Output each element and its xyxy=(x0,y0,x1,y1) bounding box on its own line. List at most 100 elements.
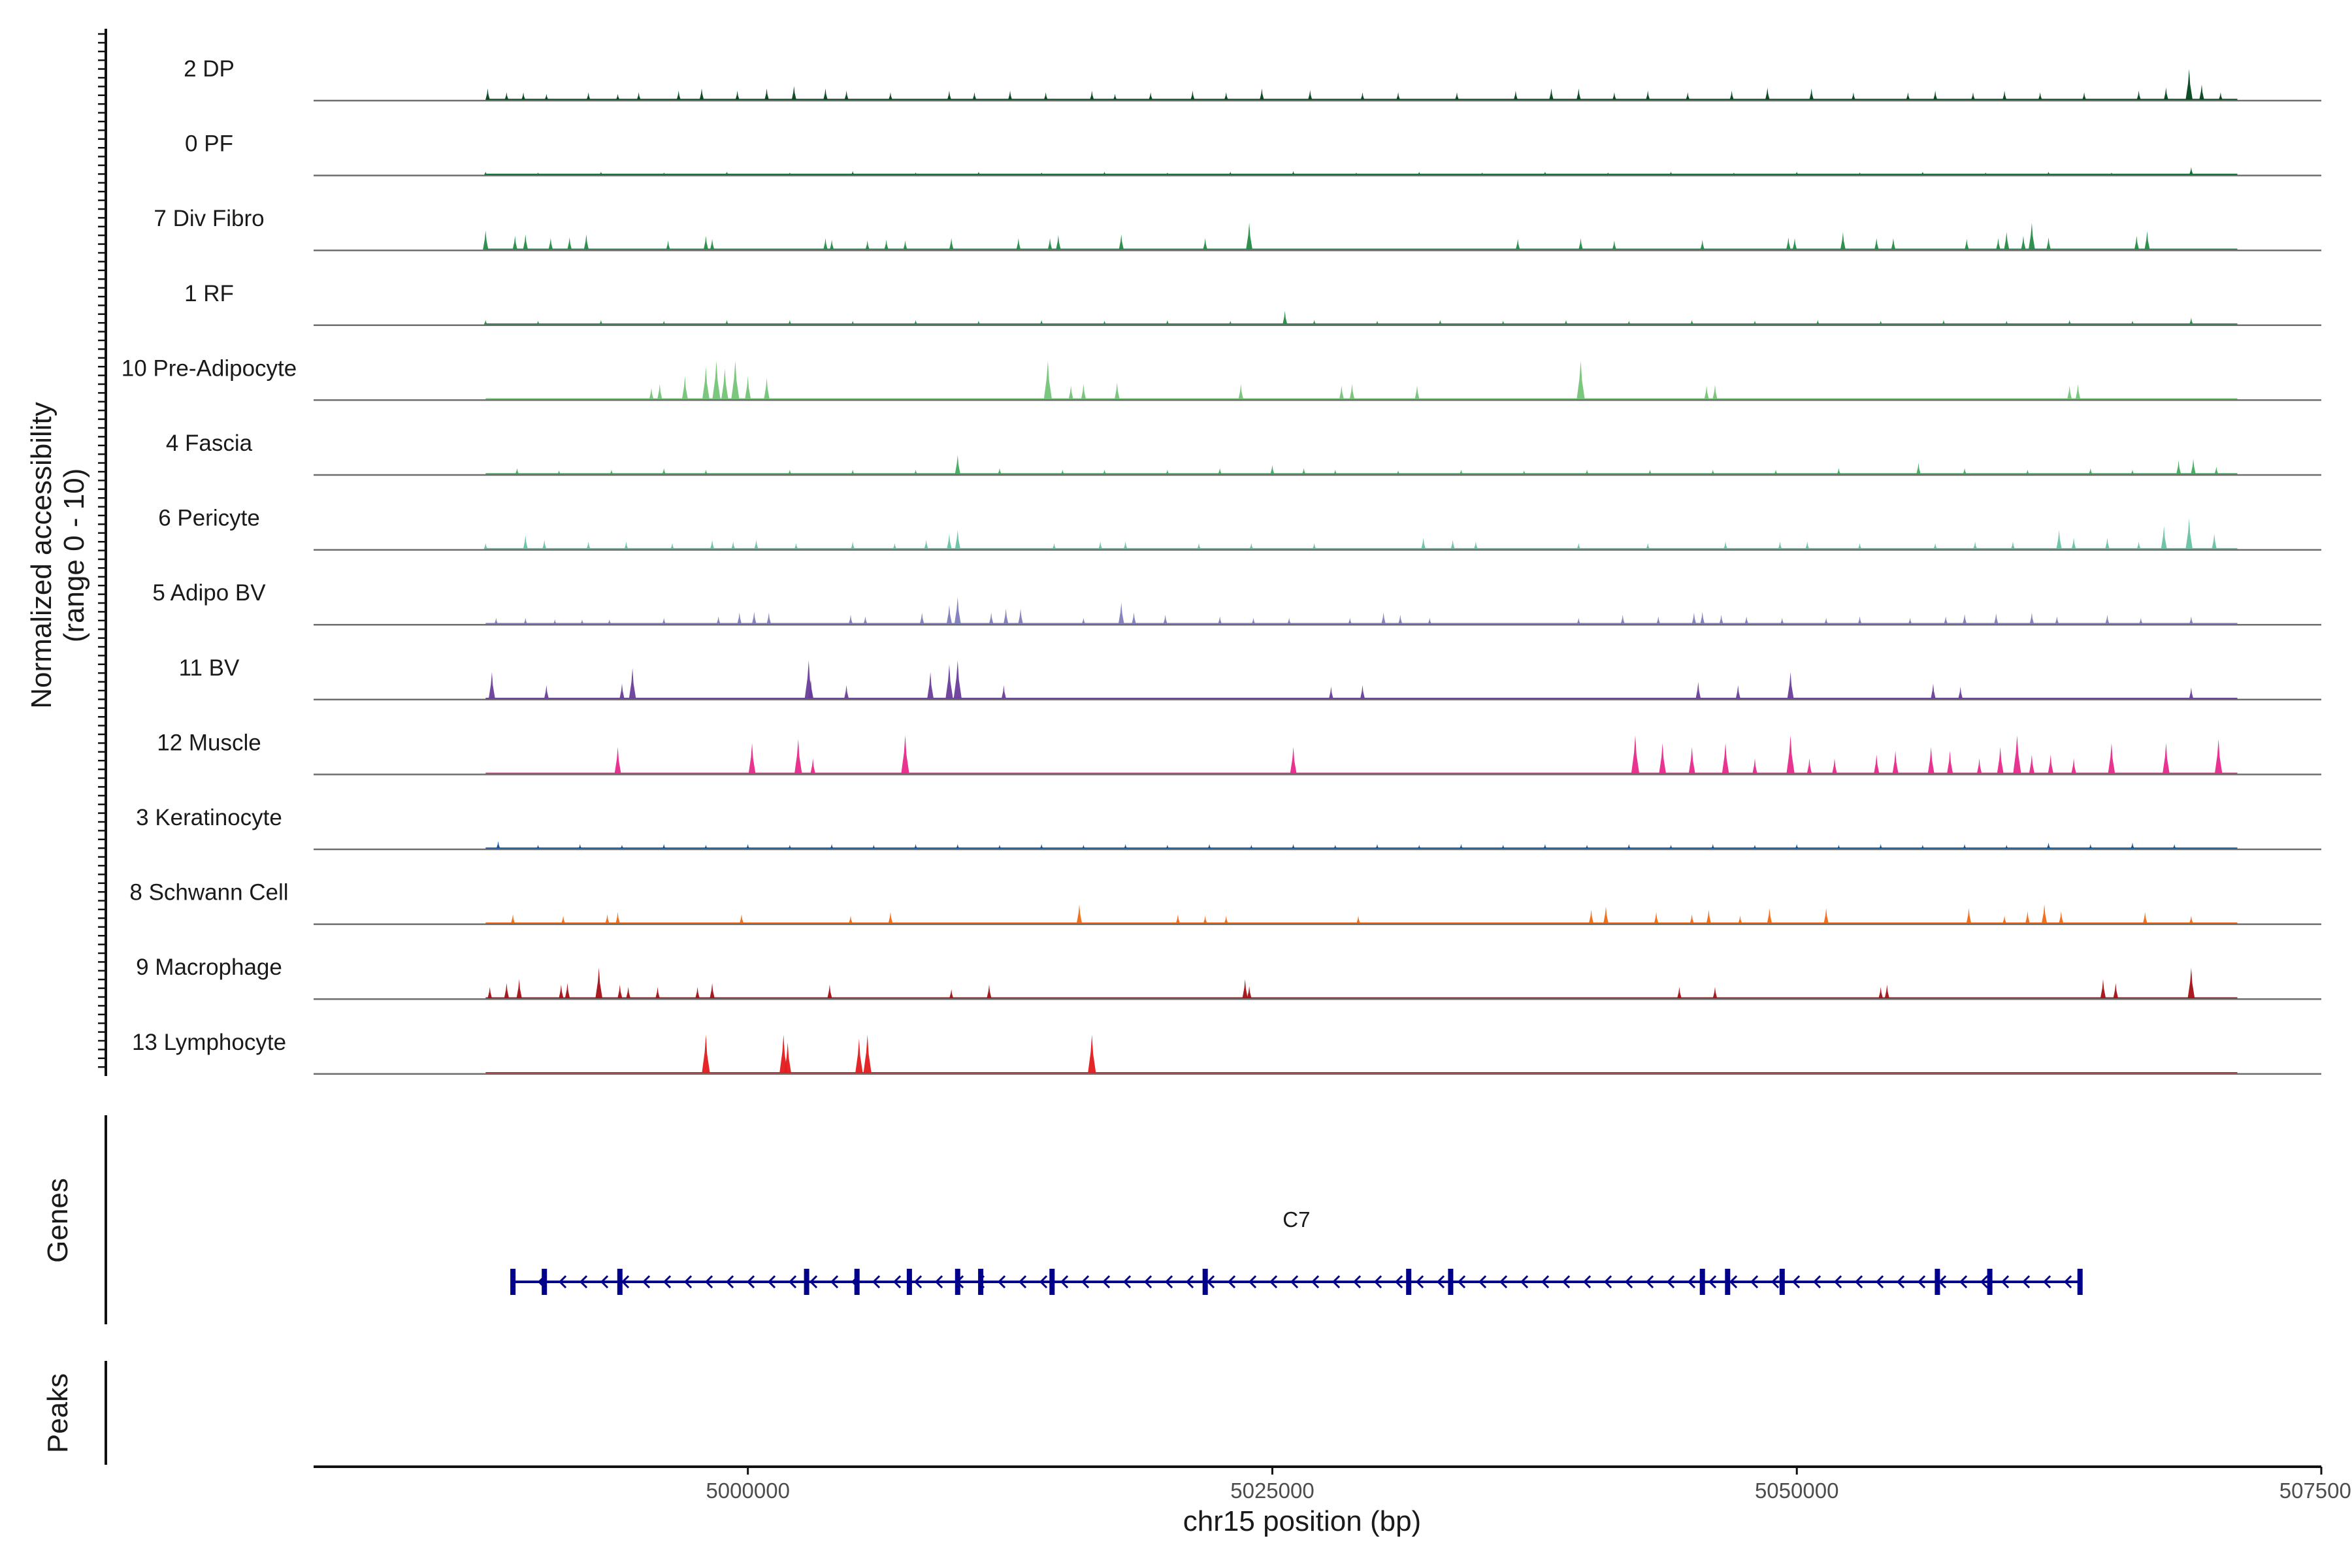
coverage-peak xyxy=(1043,361,1053,400)
coverage-peak xyxy=(516,979,522,999)
coverage-peak xyxy=(949,238,954,250)
coverage-peak xyxy=(1088,1034,1096,1073)
coverage-peak xyxy=(1081,384,1086,400)
coverage-peak xyxy=(629,668,636,699)
strand-arrow xyxy=(788,1275,797,1289)
coverage-peak xyxy=(1124,843,1128,849)
coverage-peak xyxy=(2105,537,2110,549)
coverage-peak xyxy=(1473,541,1478,549)
coverage-peak xyxy=(725,319,729,325)
coverage-peak xyxy=(1166,319,1169,325)
coverage-peak xyxy=(2082,92,2087,100)
coverage-peak xyxy=(1795,843,1799,849)
coverage-peak xyxy=(2161,526,2167,549)
strand-arrow xyxy=(1603,1275,1612,1289)
coverage-peak xyxy=(1874,754,1880,774)
strand-arrow xyxy=(1039,1275,1048,1289)
gene-exon xyxy=(542,1269,547,1295)
coverage-peak xyxy=(1242,979,1248,999)
coverage-peak xyxy=(1695,681,1701,699)
coverage-track: 9 Macrophage xyxy=(136,955,2321,1000)
coverage-peak xyxy=(1976,758,1982,774)
track-label: 3 Keratinocyte xyxy=(136,805,282,830)
coverage-peak xyxy=(949,989,954,999)
coverage-peak xyxy=(2068,319,2072,325)
coverage-peak xyxy=(1780,617,1784,625)
coverage-peak xyxy=(745,376,751,400)
peaks-panel-label: Peaks xyxy=(42,1373,74,1453)
coverage-peak xyxy=(1578,238,1583,250)
strand-arrow xyxy=(1018,1275,1027,1289)
coverage-peak xyxy=(703,236,709,250)
coverage-track: 3 Keratinocyte xyxy=(136,805,2321,851)
coverage-peak xyxy=(567,237,572,250)
coverage-peak xyxy=(1060,469,1064,474)
coverage-peak xyxy=(1001,685,1007,699)
coverage-peak xyxy=(2013,735,2021,774)
coverage-peak xyxy=(791,86,796,100)
coverage-peak xyxy=(810,758,815,774)
coverage-peak xyxy=(2011,541,2015,549)
coverage-peak xyxy=(927,672,934,699)
track-label: 9 Macrophage xyxy=(136,955,282,980)
coverage-peak xyxy=(2029,754,2035,774)
coverage-peak xyxy=(764,88,769,100)
coverage-peak xyxy=(702,1034,710,1073)
strand-arrow xyxy=(1331,1275,1341,1289)
coverage-peak xyxy=(2038,92,2042,100)
coverage-peak xyxy=(1722,743,1729,774)
coverage-peak xyxy=(1823,908,1829,924)
coverage-peak xyxy=(2163,743,2170,774)
coverage-peak xyxy=(2105,615,2110,625)
coverage-peak xyxy=(2212,534,2217,549)
strand-arrow xyxy=(997,1275,1006,1289)
strand-arrow xyxy=(1750,1275,1759,1289)
coverage-peak xyxy=(1313,319,1316,325)
coverage-peak xyxy=(947,534,952,549)
coverage-peak xyxy=(1786,735,1795,774)
coverage-peak xyxy=(1908,617,1912,625)
coverage-peak xyxy=(614,747,621,774)
coverage-peak xyxy=(2108,743,2115,774)
gene-exon xyxy=(955,1269,960,1295)
track-label: 1 RF xyxy=(184,281,234,306)
coverage-peak xyxy=(605,914,610,924)
coverage-peak xyxy=(662,843,666,849)
strand-arrow xyxy=(1875,1275,1884,1289)
coverage-peak xyxy=(1291,843,1296,849)
coverage-peak xyxy=(2139,617,2143,625)
coverage-peak xyxy=(1752,758,1757,774)
coverage-peak xyxy=(751,612,757,625)
coverage-peak xyxy=(1963,843,1967,849)
strand-arrow xyxy=(1541,1275,1550,1289)
coverage-peak xyxy=(1039,843,1043,849)
coverage-peak xyxy=(504,92,509,100)
coverage-peak xyxy=(624,541,629,549)
coverage-peak xyxy=(657,384,662,400)
coverage-peak xyxy=(2189,687,2194,699)
coverage-peak xyxy=(2142,911,2148,924)
coverage-peak xyxy=(1132,612,1136,625)
coverage-peak xyxy=(889,92,892,100)
coverage-peak xyxy=(2089,843,2093,849)
strand-arrow xyxy=(1771,1275,1780,1289)
coverage-peak xyxy=(1677,987,1682,999)
coverage-peak xyxy=(1224,915,1228,924)
strand-arrow xyxy=(913,1275,923,1289)
strand-arrow xyxy=(2001,1275,2010,1289)
coverage-peak xyxy=(578,843,582,849)
coverage-peak xyxy=(1947,751,1953,774)
coverage-peak xyxy=(510,914,515,924)
coverage-peak xyxy=(863,616,868,625)
coverage-peak xyxy=(1114,382,1120,400)
coverage-peak xyxy=(1218,468,1222,474)
coverage-peak xyxy=(1308,90,1313,100)
coverage-peak xyxy=(1691,612,1697,625)
gene-exon xyxy=(1725,1269,1731,1295)
coverage-peak xyxy=(1585,469,1589,474)
coverage-peak xyxy=(1203,238,1208,250)
coverage-peak xyxy=(945,664,953,699)
coverage-peak xyxy=(523,234,529,250)
coverage-peak xyxy=(1711,843,1715,849)
coverage-peak xyxy=(1348,617,1352,625)
